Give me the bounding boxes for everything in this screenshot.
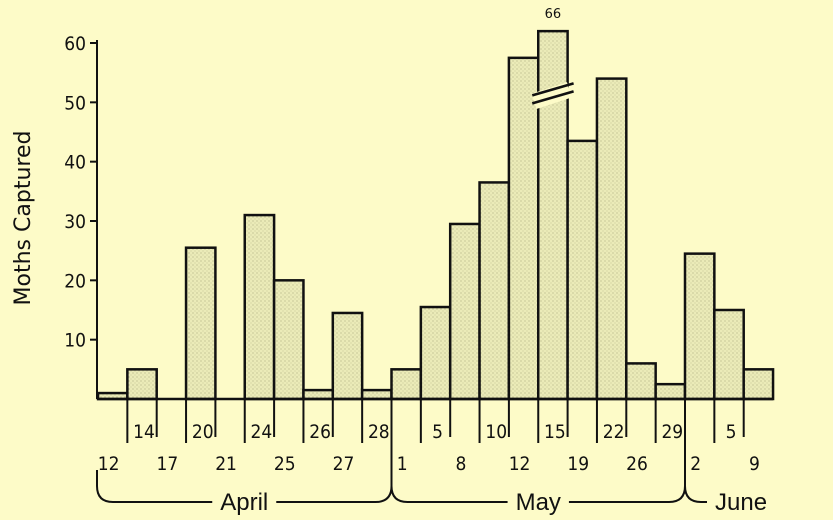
bar <box>713 308 745 401</box>
x-tick-label: 14 <box>133 421 155 443</box>
x-tick-label: 9 <box>749 453 760 475</box>
bar <box>184 246 217 401</box>
month-label: May <box>516 489 561 516</box>
x-tick-label: 1 <box>397 453 408 475</box>
x-tick-label: 20 <box>192 421 214 443</box>
x-tick-label: 15 <box>544 421 566 443</box>
bar <box>272 279 305 401</box>
bar <box>742 368 775 401</box>
x-tick-label: 12 <box>509 453 531 475</box>
x-tick-label: 17 <box>157 453 179 475</box>
x-tick-label: 19 <box>567 453 589 475</box>
y-tick-label: 40 <box>64 152 86 174</box>
bar <box>419 305 452 401</box>
x-tick-label: 8 <box>455 453 466 475</box>
x-tick-label: 22 <box>603 421 625 443</box>
bar <box>566 139 599 401</box>
month-brackets: April May June <box>96 409 767 516</box>
bar <box>360 388 393 401</box>
x-tick-label: 24 <box>251 421 273 443</box>
bar <box>683 252 716 401</box>
bar <box>654 382 687 401</box>
month-label: April <box>220 489 268 516</box>
x-tick-label: 27 <box>333 453 355 475</box>
y-axis-label: Moths Captured <box>11 131 36 306</box>
x-tick-label: 5 <box>726 421 737 443</box>
x-tick-label: 26 <box>626 453 648 475</box>
bar-break-line <box>531 90 574 105</box>
x-tick-label: 5 <box>432 421 443 443</box>
x-tick-label: 25 <box>274 453 296 475</box>
x-tick-label: 21 <box>215 453 237 475</box>
broken-bar-annotation: 66 <box>545 7 562 22</box>
bar-break-line <box>531 82 574 97</box>
month-bracket-left <box>684 409 708 503</box>
y-tick-label: 60 <box>64 33 86 55</box>
bar <box>390 368 423 401</box>
bar-break-gap <box>531 82 572 109</box>
y-axis: 10 20 30 40 50 60 <box>64 33 98 399</box>
y-tick-label: 10 <box>64 330 86 352</box>
bar <box>331 311 364 401</box>
y-tick-label: 20 <box>64 270 86 292</box>
x-axis: 14 20 24 26 28 5 10 15 22 29 512 17 21 25 27 1 8 12 19 26 2 9 <box>97 397 774 475</box>
bar <box>625 362 657 401</box>
bar <box>448 222 481 401</box>
month-bracket-left <box>390 409 508 503</box>
y-tick-label: 30 <box>64 211 86 233</box>
bar <box>302 388 335 401</box>
bar <box>507 56 540 401</box>
x-tick-label: 10 <box>485 421 507 443</box>
x-tick-label: 29 <box>661 421 683 443</box>
month-bracket-left <box>96 470 213 503</box>
bar <box>126 368 158 401</box>
x-tick-label: 26 <box>309 421 331 443</box>
x-tick-label: 28 <box>368 421 390 443</box>
x-tick-label: 12 <box>98 453 120 475</box>
bars <box>96 29 775 401</box>
x-tick-label: 2 <box>690 453 701 475</box>
bar <box>243 213 276 401</box>
bar <box>595 77 628 401</box>
bar <box>478 181 511 401</box>
month-label: June <box>715 489 767 516</box>
y-tick-label: 50 <box>64 92 86 114</box>
